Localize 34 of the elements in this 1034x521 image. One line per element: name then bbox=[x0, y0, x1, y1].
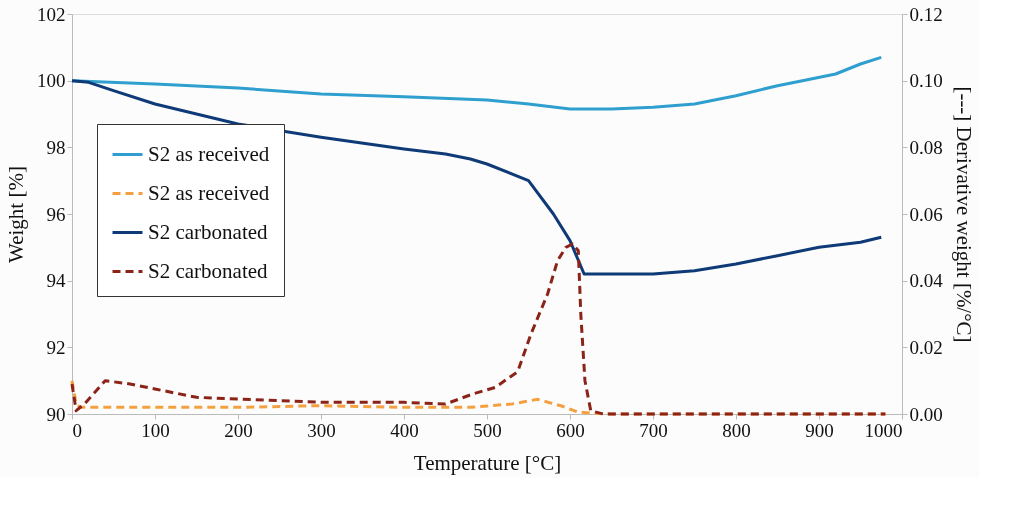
x-tick-label: 900 bbox=[805, 419, 834, 441]
x-tick-label: 600 bbox=[556, 419, 585, 441]
y2-tick-label: 0.00 bbox=[909, 403, 943, 425]
y-tick-label: 90 bbox=[46, 403, 66, 425]
y2-tick-label: 0.08 bbox=[909, 136, 943, 158]
y-tick-label: 102 bbox=[37, 3, 66, 25]
x-tick-label: 1000 bbox=[864, 419, 903, 441]
y-tick-label: 100 bbox=[37, 70, 66, 92]
x-tick-label: 0 bbox=[72, 419, 82, 441]
y2-tick-label: 0.06 bbox=[909, 203, 943, 225]
x-tick-label: 100 bbox=[141, 419, 170, 441]
x-tick-label: 800 bbox=[722, 419, 751, 441]
y2-tick-label: 0.12 bbox=[909, 3, 943, 25]
x-tick-label: 400 bbox=[390, 419, 419, 441]
y2-axis-title: [---] Derivative weight [%/°C] bbox=[951, 86, 976, 343]
x-tick-label: 700 bbox=[639, 419, 668, 441]
x-tick-label: 200 bbox=[224, 419, 253, 441]
legend-label: S2 carbonated bbox=[148, 219, 269, 244]
y2-tick-label: 0.04 bbox=[909, 270, 944, 292]
legend-label: S2 as received bbox=[148, 141, 270, 166]
legend-label: S2 as received bbox=[148, 180, 270, 205]
line-series bbox=[70, 79, 883, 276]
x-tick-label: 300 bbox=[307, 419, 336, 441]
x-tick-label: 500 bbox=[473, 419, 502, 441]
y-tick-label: 98 bbox=[46, 136, 66, 158]
y2-tick-label: 0.10 bbox=[909, 70, 943, 92]
line-series bbox=[70, 242, 887, 416]
y-tick-label: 92 bbox=[46, 336, 66, 358]
y-axis-title: Weight [%] bbox=[4, 166, 28, 263]
y-tick-label: 96 bbox=[46, 203, 66, 225]
y-tick-label: 94 bbox=[46, 270, 66, 292]
y2-tick-label: 0.02 bbox=[909, 336, 943, 358]
legend-label: S2 carbonated bbox=[148, 258, 269, 283]
x-axis-title: Temperature [°C] bbox=[413, 450, 562, 475]
